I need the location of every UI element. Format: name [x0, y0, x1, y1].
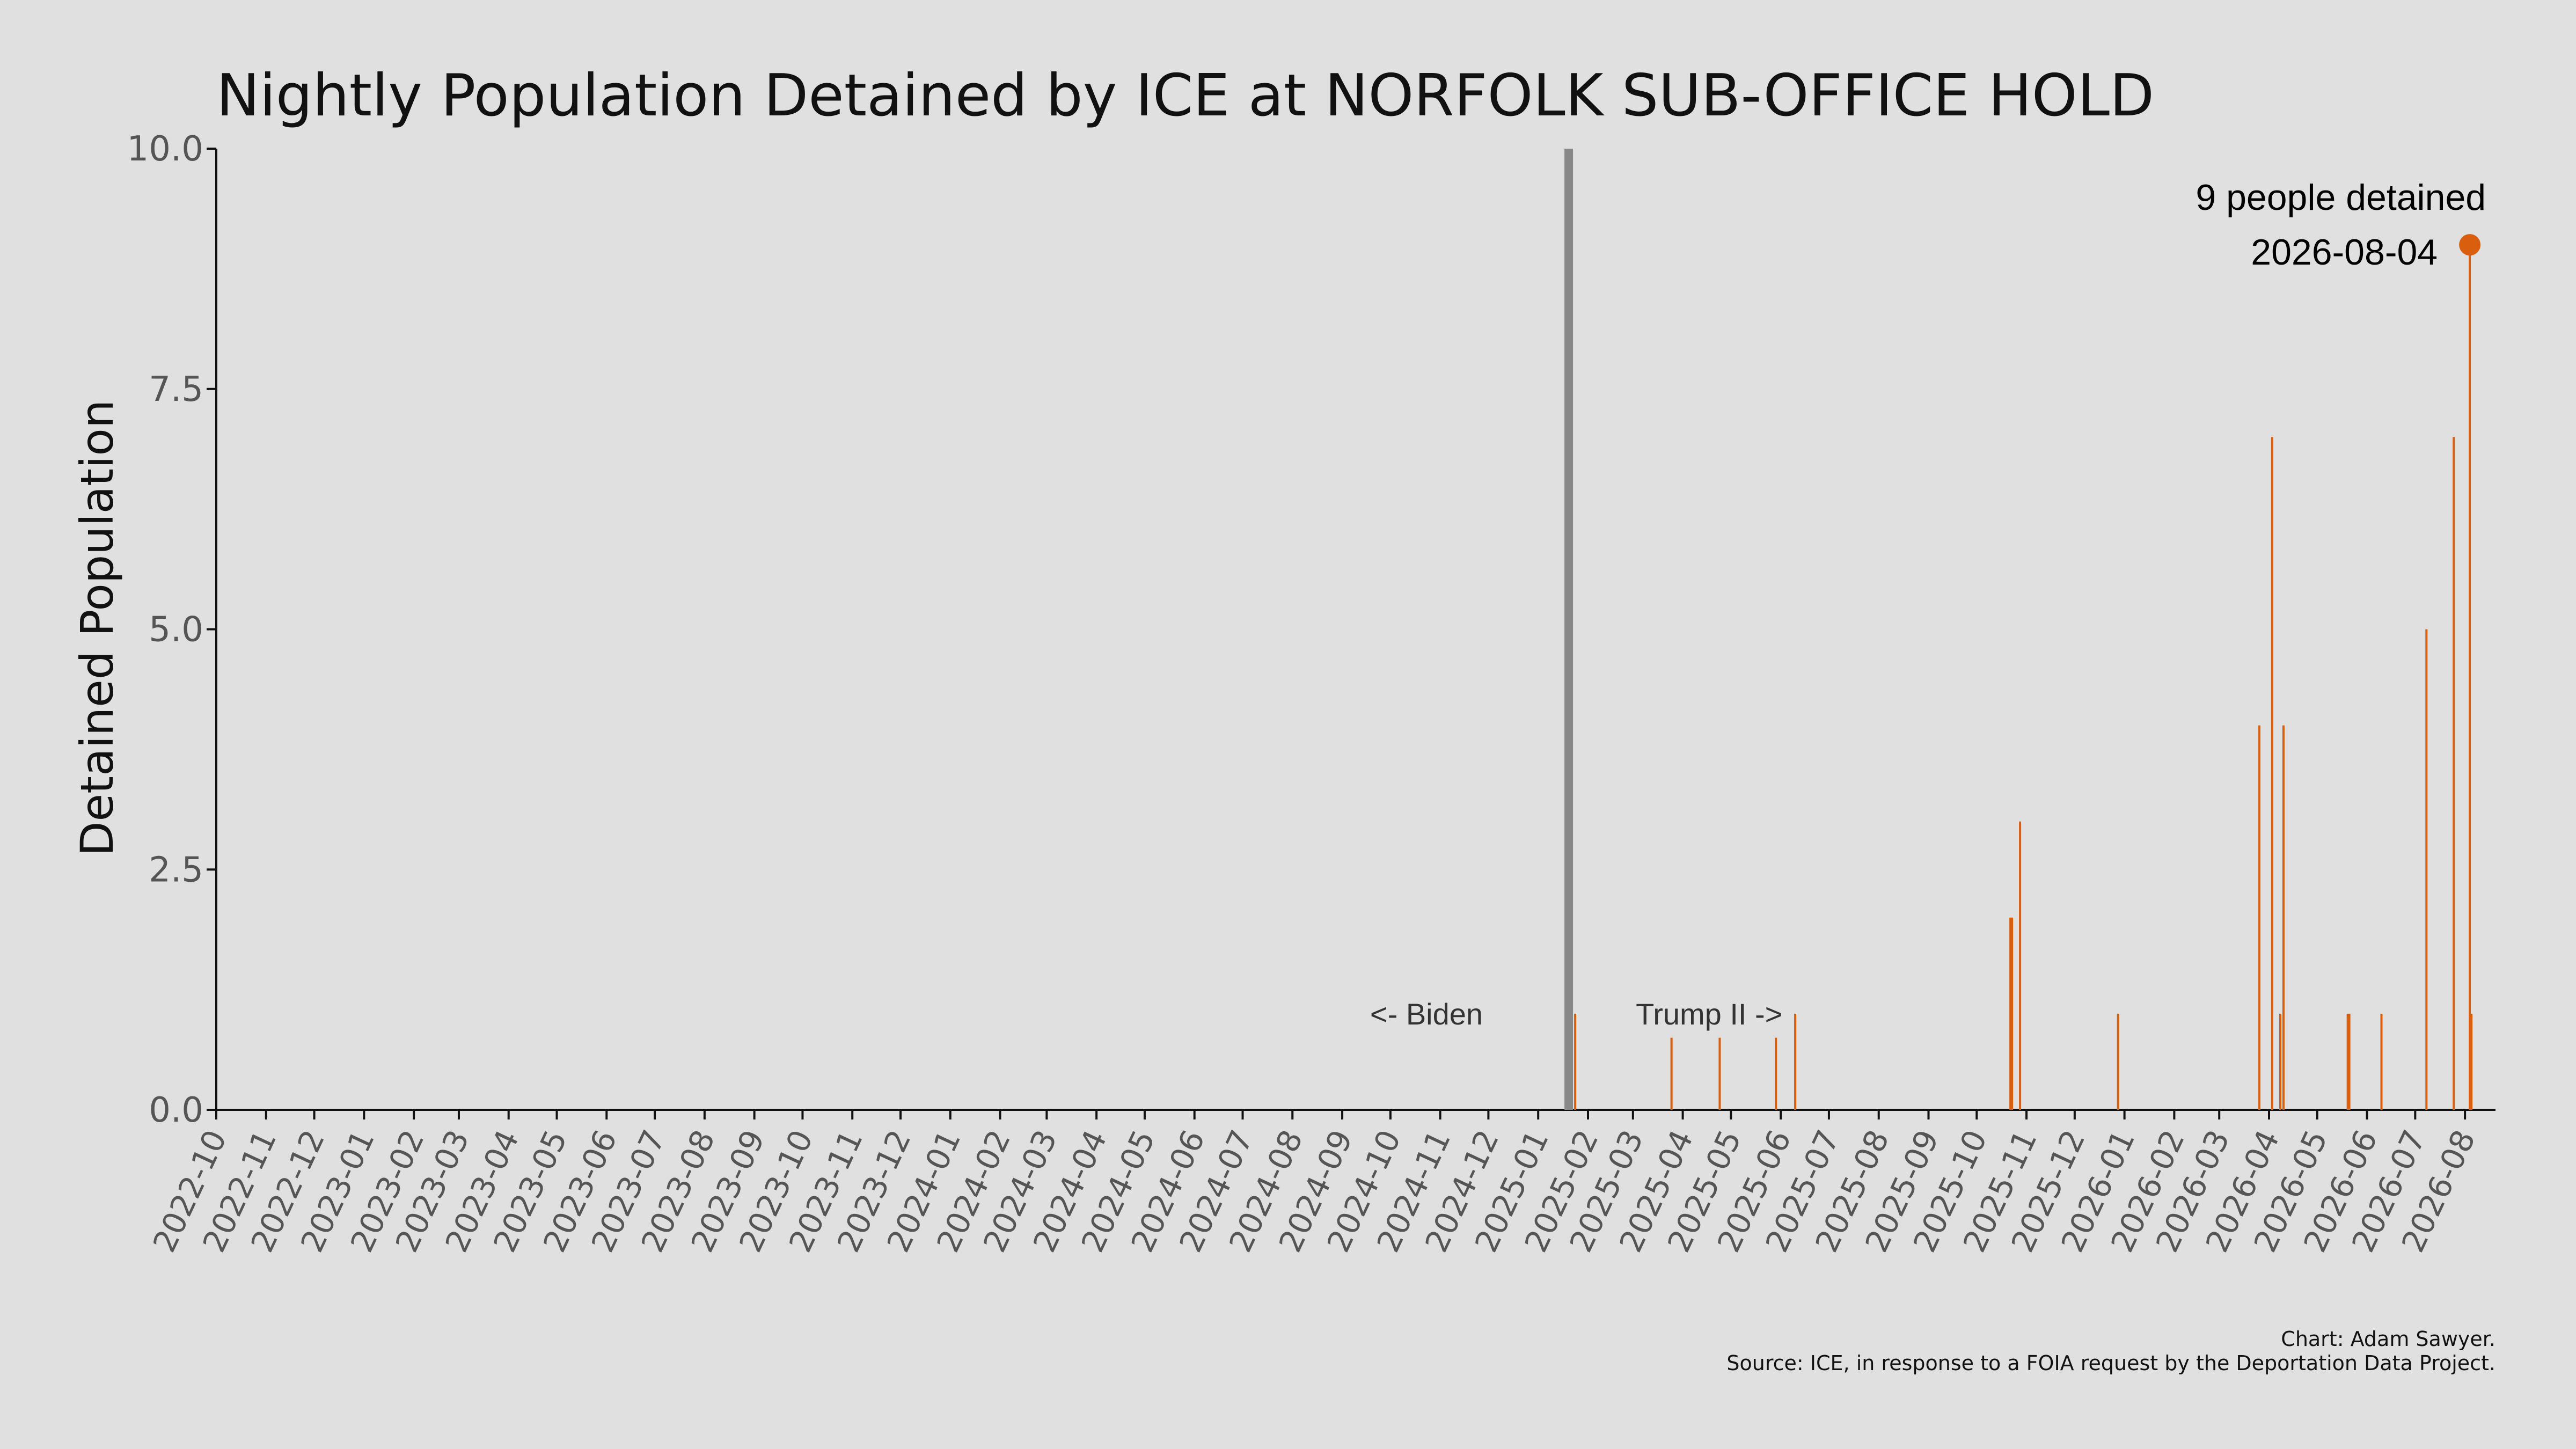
y-tick-label: 2.5: [149, 850, 203, 890]
y-tick-label: 0.0: [149, 1091, 203, 1130]
trump-label: Trump II ->: [1636, 997, 1782, 1031]
highlight-label-count: 9 people detained: [2196, 177, 2486, 218]
y-tick-label: 7.5: [149, 370, 203, 409]
chart-title: Nightly Population Detained by ICE at NO…: [216, 62, 2154, 129]
credit-author: Chart: Adam Sawyer.: [2281, 1327, 2496, 1351]
credit-source: Source: ICE, in response to a FOIA reque…: [1726, 1351, 2496, 1375]
highlight-point: [2459, 234, 2481, 256]
y-tick-label: 10.0: [127, 129, 204, 169]
bars: [1574, 245, 2473, 1110]
y-axis-label: Detained Population: [71, 400, 123, 856]
y-tick-label: 5.0: [149, 610, 203, 650]
highlight-label-date: 2026-08-04: [2251, 232, 2438, 273]
biden-label: <- Biden: [1370, 997, 1483, 1031]
y-ticks: 0.0 2.5 5.0 7.5 10.0: [127, 129, 216, 1130]
